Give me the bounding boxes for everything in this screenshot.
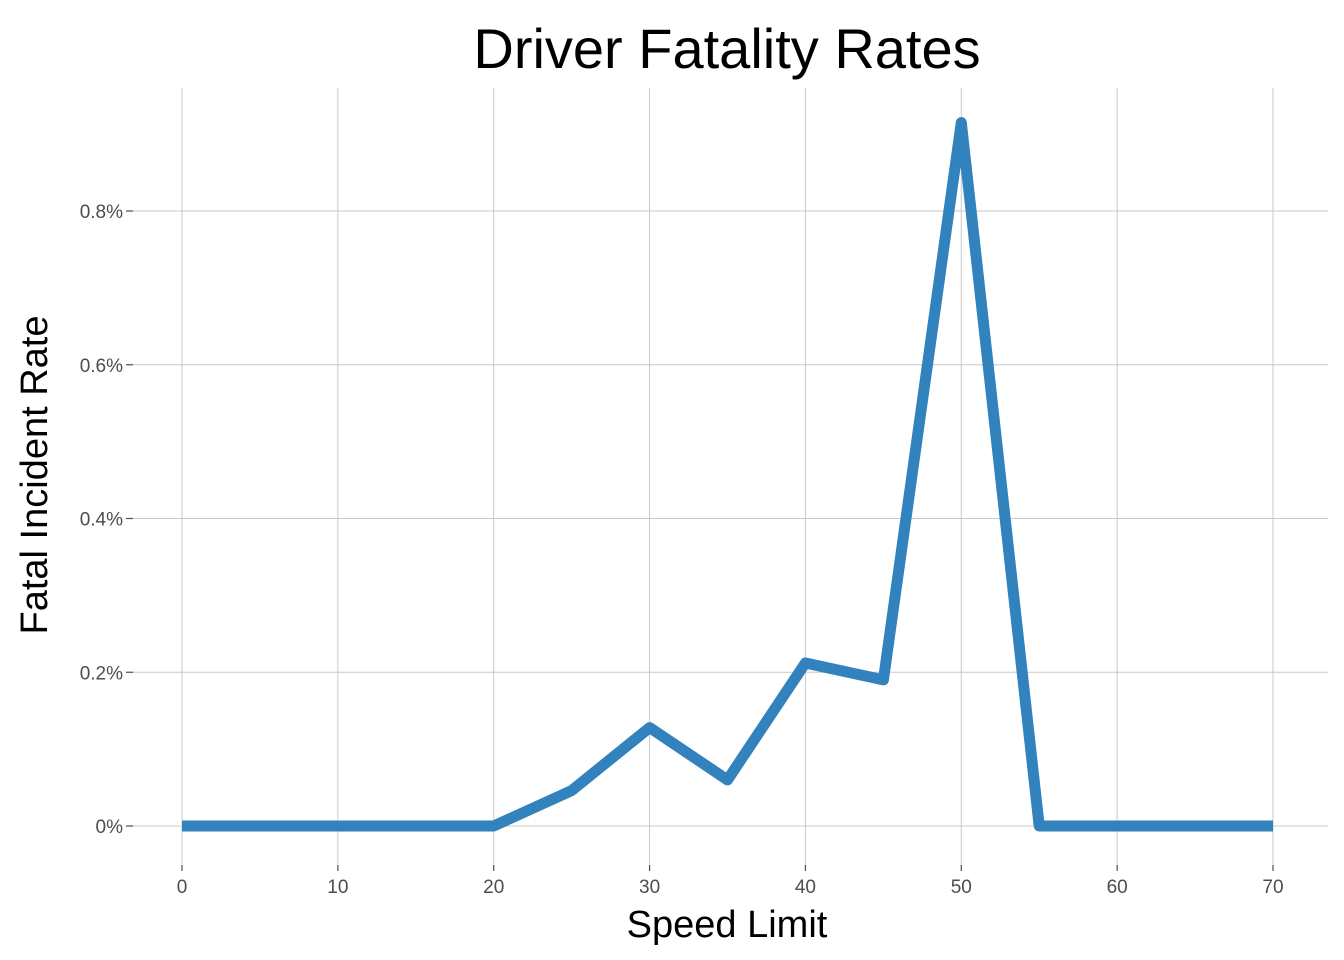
y-tick-label: 0.4% xyxy=(80,510,123,531)
y-tick-label: 0.2% xyxy=(80,663,123,684)
y-tick-label: 0.6% xyxy=(80,356,123,377)
x-tick-label: 10 xyxy=(327,877,348,898)
x-tick-label: 60 xyxy=(1107,877,1128,898)
tick-labels: 0 10 20 30 40 50 60 70 0% 0.2% 0.4% 0.6% 0.8% xyxy=(80,202,1284,898)
series-layer xyxy=(182,117,1273,832)
series-line xyxy=(182,117,1273,832)
axis-ticks xyxy=(126,210,1274,871)
x-tick-label: 40 xyxy=(795,877,816,898)
x-tick-label: 20 xyxy=(483,877,504,898)
y-axis-title: Fatal Incident Rate xyxy=(14,316,56,635)
grid-lines xyxy=(133,88,1328,865)
x-tick-label: 50 xyxy=(951,877,972,898)
x-axis-title: Speed Limit xyxy=(627,904,828,946)
y-tick-label: 0.8% xyxy=(80,202,123,223)
chart-title: Driver Fatality Rates xyxy=(473,17,980,80)
x-tick-label: 0 xyxy=(177,877,188,898)
x-tick-label: 30 xyxy=(639,877,660,898)
x-tick-label: 70 xyxy=(1262,877,1283,898)
y-tick-label: 0% xyxy=(96,817,124,838)
